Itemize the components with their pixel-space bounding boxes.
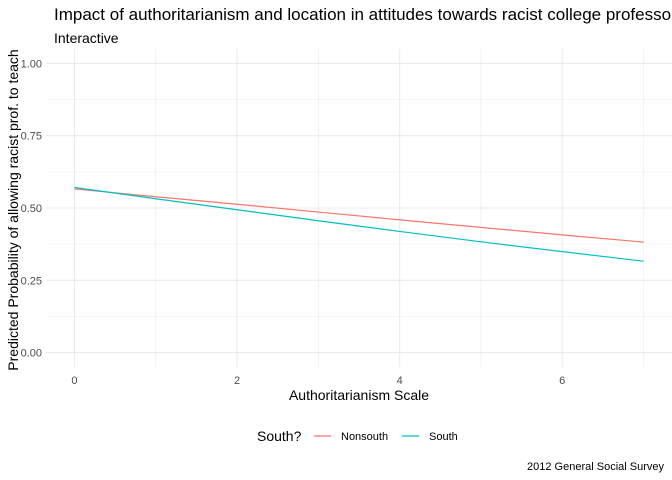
x-tick-label: 0 [71,375,77,387]
y-tick-label: 0.50 [21,203,42,215]
y-tick-label: 0.00 [21,348,42,360]
x-axis-title: Authoritarianism Scale [289,387,429,403]
legend-label-nonsouth: Nonsouth [341,431,388,443]
chart-caption: 2012 General Social Survey [527,461,664,473]
x-tick-label: 4 [397,375,403,387]
series-line-south [74,186,644,262]
legend: South? Nonsouth South [257,428,458,444]
y-tick-label: 1.00 [21,58,42,70]
plot-series [74,186,644,262]
x-tick-label: 2 [234,375,240,387]
legend-items: Nonsouth South [314,431,458,443]
legend-label-south: South [429,431,458,443]
chart-subtitle: Interactive [54,30,119,46]
chart-title: Impact of authoritarianism and location … [54,5,672,24]
y-tick-label: 0.25 [21,275,42,287]
y-tick-label: 0.75 [21,131,42,143]
y-axis-title: Predicted Probability of allowing racist… [5,49,21,370]
series-line-nonsouth [74,188,644,243]
axis-ticks: 0 2 4 6 0.00 0.25 0.50 0.75 1.00 [21,58,566,387]
plot-gridlines [46,49,672,367]
legend-title: South? [257,428,302,444]
x-tick-label: 6 [559,375,565,387]
